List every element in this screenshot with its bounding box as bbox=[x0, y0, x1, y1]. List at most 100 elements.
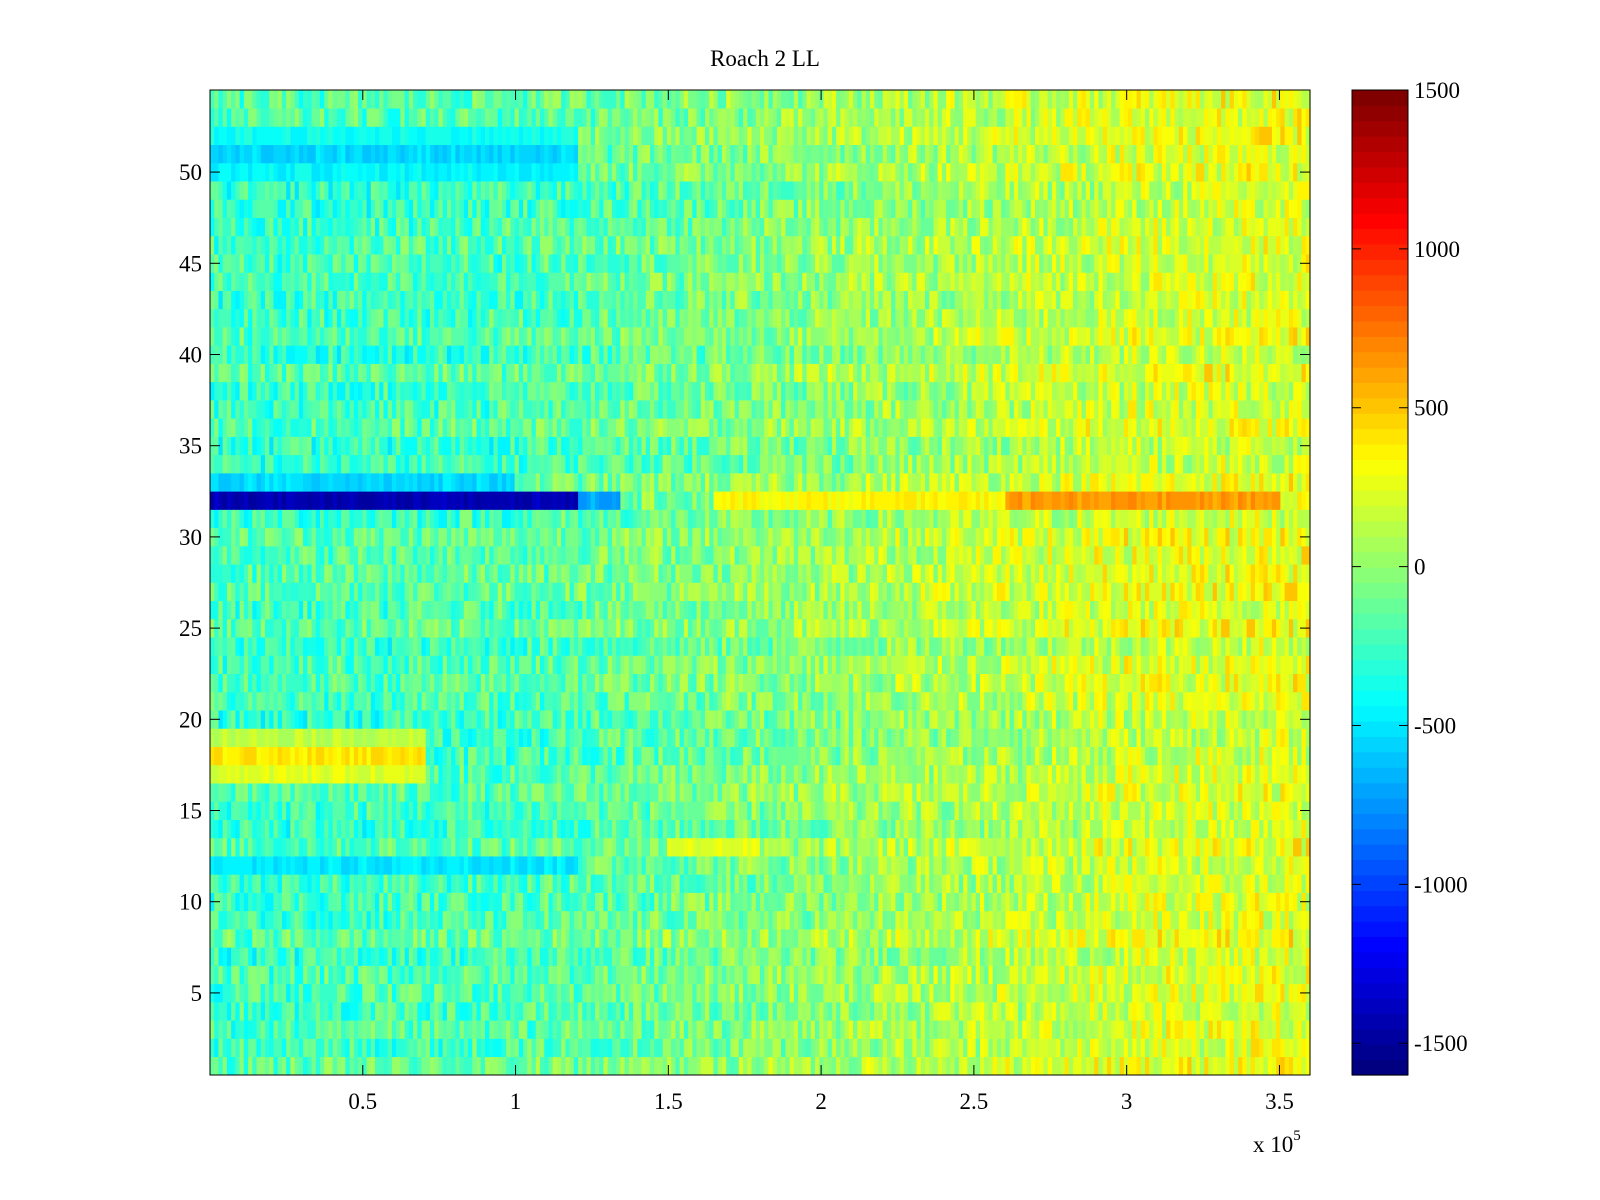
heatmap-cell bbox=[1204, 1002, 1210, 1021]
heatmap-cell bbox=[1174, 819, 1180, 839]
heatmap-cell bbox=[1246, 837, 1252, 857]
heatmap-cell bbox=[210, 1002, 215, 1021]
heatmap-cell bbox=[586, 947, 592, 966]
heatmap-cell bbox=[561, 764, 566, 784]
heatmap-cell bbox=[908, 856, 913, 875]
heatmap-cell bbox=[1026, 783, 1032, 802]
heatmap-cell bbox=[1288, 929, 1294, 948]
heatmap-cell bbox=[899, 856, 905, 875]
heatmap-cell bbox=[645, 1002, 651, 1021]
heatmap-cell bbox=[1035, 983, 1040, 1003]
heatmap-cell bbox=[1216, 728, 1222, 747]
heatmap-cell bbox=[493, 819, 499, 839]
heatmap-cell bbox=[785, 746, 791, 766]
heatmap-cell bbox=[1098, 910, 1104, 930]
heatmap-cell bbox=[1026, 874, 1032, 893]
heatmap-cell bbox=[315, 1002, 321, 1021]
heatmap-cell bbox=[1271, 764, 1277, 784]
heatmap-cell bbox=[239, 746, 245, 766]
heatmap-cell bbox=[1263, 910, 1269, 930]
heatmap-cell bbox=[1157, 1002, 1163, 1021]
heatmap-cell bbox=[616, 910, 621, 930]
heatmap-cell bbox=[1204, 1020, 1210, 1039]
heatmap-cell bbox=[286, 764, 291, 784]
heatmap-cell bbox=[946, 764, 951, 784]
heatmap-cell bbox=[743, 783, 748, 802]
heatmap-cell bbox=[294, 983, 300, 1003]
heatmap-cell bbox=[442, 819, 448, 839]
heatmap-cell bbox=[1132, 910, 1138, 930]
heatmap-cell bbox=[713, 892, 719, 912]
heatmap-cell bbox=[819, 929, 825, 948]
heatmap-cell bbox=[1233, 874, 1239, 893]
heatmap-cell bbox=[328, 728, 334, 747]
heatmap-cell bbox=[235, 801, 241, 820]
heatmap-cell bbox=[658, 764, 664, 784]
heatmap-cell bbox=[231, 819, 236, 839]
heatmap-cell bbox=[294, 874, 300, 893]
heatmap-cell bbox=[222, 1038, 228, 1058]
heatmap-cell bbox=[1005, 983, 1011, 1003]
heatmap-cell bbox=[963, 947, 968, 966]
heatmap-cell bbox=[679, 947, 685, 966]
heatmap-cell bbox=[941, 856, 947, 875]
heatmap-cell bbox=[523, 1020, 528, 1039]
heatmap-cell bbox=[400, 965, 406, 985]
heatmap-cell bbox=[1013, 1002, 1019, 1021]
heatmap-cell bbox=[455, 910, 461, 930]
heatmap-cell bbox=[527, 1038, 533, 1058]
heatmap-cell bbox=[1288, 837, 1294, 857]
heatmap-cell bbox=[383, 1020, 389, 1039]
heatmap-cell bbox=[1009, 783, 1015, 802]
heatmap-cell bbox=[446, 856, 452, 875]
heatmap-cell bbox=[1170, 947, 1176, 966]
heatmap-cell bbox=[645, 892, 651, 912]
heatmap-cell bbox=[265, 783, 270, 802]
heatmap-cell bbox=[662, 819, 668, 839]
heatmap-cell bbox=[425, 1056, 431, 1076]
heatmap-cell bbox=[836, 783, 841, 802]
heatmap-cell bbox=[442, 1056, 448, 1076]
heatmap-cell bbox=[874, 874, 880, 893]
heatmap-cell bbox=[747, 856, 753, 875]
heatmap-cell bbox=[853, 983, 858, 1003]
heatmap-cell bbox=[827, 856, 833, 875]
heatmap-cell bbox=[307, 764, 313, 784]
heatmap-cell bbox=[1115, 783, 1121, 802]
heatmap-cell bbox=[430, 728, 435, 747]
heatmap-cell bbox=[1183, 910, 1188, 930]
heatmap-cell bbox=[210, 1056, 215, 1076]
heatmap-cell bbox=[967, 910, 973, 930]
heatmap-cell bbox=[984, 801, 990, 820]
heatmap-cell bbox=[1047, 783, 1053, 802]
heatmap-cell bbox=[1161, 1038, 1167, 1058]
heatmap-cell bbox=[700, 746, 706, 766]
heatmap-cell bbox=[540, 1038, 545, 1058]
heatmap-cell bbox=[1305, 1056, 1311, 1076]
heatmap-cell bbox=[641, 856, 647, 875]
heatmap-cell bbox=[1039, 1002, 1045, 1021]
heatmap-cell bbox=[1174, 1020, 1180, 1039]
heatmap-cell bbox=[514, 746, 520, 766]
heatmap-cell bbox=[269, 856, 275, 875]
heatmap-cell bbox=[853, 783, 858, 802]
heatmap-cell bbox=[1288, 856, 1294, 875]
heatmap-cell bbox=[265, 1002, 270, 1021]
heatmap-cell bbox=[645, 874, 651, 893]
heatmap-cell bbox=[827, 1020, 833, 1039]
heatmap-cell bbox=[865, 783, 871, 802]
heatmap-cell bbox=[1288, 874, 1294, 893]
heatmap-cell bbox=[383, 837, 389, 857]
heatmap-cell bbox=[874, 947, 880, 966]
heatmap-cell bbox=[861, 1056, 867, 1076]
heatmap-cell bbox=[1013, 983, 1019, 1003]
heatmap-cell bbox=[1043, 1056, 1049, 1076]
heatmap-cell bbox=[400, 1002, 406, 1021]
heatmap-cell bbox=[620, 1056, 626, 1076]
heatmap-cell bbox=[514, 819, 520, 839]
heatmap-cell bbox=[641, 783, 647, 802]
heatmap-cell bbox=[341, 764, 346, 784]
heatmap-cell bbox=[1060, 746, 1066, 766]
heatmap-cell bbox=[375, 819, 380, 839]
heatmap-cell bbox=[472, 856, 478, 875]
